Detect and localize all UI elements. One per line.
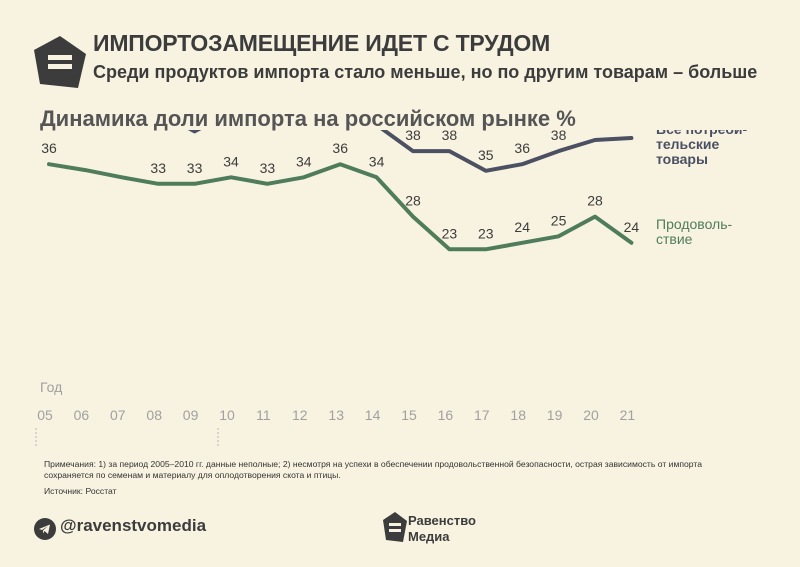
data-label: 34 [296,153,312,169]
data-label: 24 [624,219,640,235]
data-label: 28 [405,193,421,209]
x-tick-label: 18 [510,407,526,423]
x-tick-label: 17 [474,407,490,423]
brand-line-1: Равенство [408,513,476,528]
data-label: 33 [187,160,203,176]
chart-title: Динамика доли импорта на российском рынк… [40,106,576,131]
x-tick-label: 20 [583,407,599,423]
series-1: 454441444344444238383536383940Все потреб… [187,130,747,173]
social-handle[interactable]: @ravenstvomedia [60,516,207,535]
data-label: 38 [442,130,458,143]
brand-logo-icon [383,512,407,542]
series-line [187,130,634,173]
brand-name: Равенство Медиа [408,513,476,545]
x-tick-label: 11 [256,407,271,423]
chart-notes: Примечания: 1) за период 2005–2010 гг. д… [44,459,702,480]
data-label: 33 [150,160,166,176]
data-label: 25 [551,212,567,228]
x-tick-label: 05 [37,407,53,423]
x-tick-label: 09 [183,407,199,423]
data-label: 36 [332,140,348,156]
x-tick-label: 15 [401,407,417,423]
data-label: 34 [369,153,385,169]
series-2: 36 33 33 34 33 34 36 34 28 23 23 24 25 28 24 Продоволь-… [41,140,733,252]
x-tick-label: 16 [438,407,454,423]
x-tick-label: 14 [365,407,381,423]
data-label: 38 [405,130,421,143]
x-axis-label: Год [40,379,62,395]
page-title: ИМПОРТОЗАМЕЩЕНИЕ ИДЕТ С ТРУДОМ [93,30,551,56]
series-name: Продоволь-ствие [656,216,733,247]
data-label: 36 [514,140,530,156]
data-label: 34 [223,153,239,169]
x-tick-label: 07 [110,407,126,423]
x-tick-label: 08 [146,407,162,423]
data-label: 23 [442,225,458,241]
x-tick-label: 21 [620,407,636,423]
equals-logo-icon [34,36,86,88]
x-tick-label: 13 [328,407,344,423]
page-subtitle: Среди продуктов импорта стало меньше, но… [93,62,758,82]
data-label: 35 [478,147,494,163]
brand-line-2: Медиа [408,529,450,544]
data-label: 38 [551,130,567,143]
chart-source: Источник: Росстат [44,486,117,496]
data-label: 24 [514,219,530,235]
data-label: 28 [587,193,603,209]
data-label: 39 [587,130,603,132]
x-tick-label: 19 [547,407,563,423]
x-tick-label: 12 [292,407,308,423]
data-label: 33 [260,160,276,176]
telegram-icon[interactable] [34,518,56,540]
series-line [47,162,634,252]
x-tick-label: 06 [74,407,90,423]
line-chart: 575657545350584949504953Непродоволь-стве… [35,130,747,446]
x-tick-label: 10 [219,407,235,423]
data-label: 23 [478,225,494,241]
data-label: 36 [41,140,57,156]
